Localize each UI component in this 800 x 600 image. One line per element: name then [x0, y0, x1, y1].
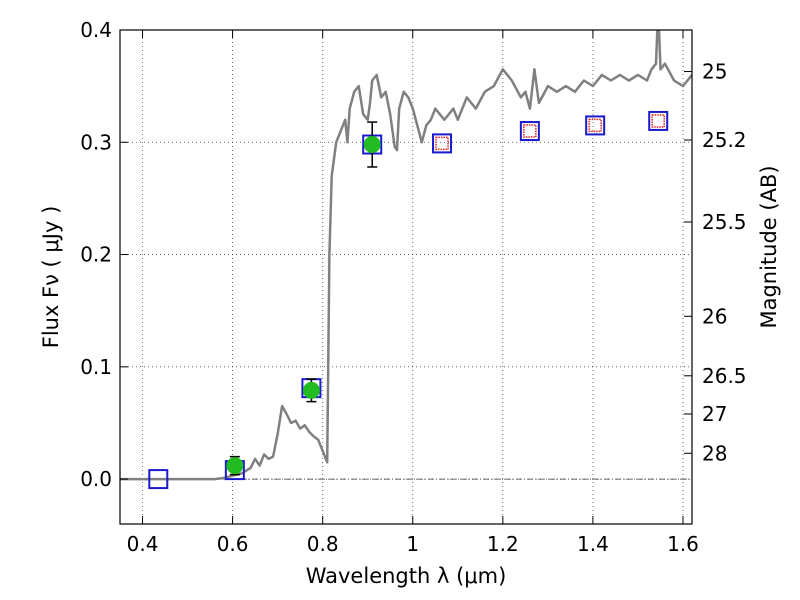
y2-tick-label: 26.5 — [702, 364, 747, 388]
x-tick-label: 1.6 — [667, 532, 699, 556]
upper-limit-box — [651, 114, 665, 128]
y-tick-label: 0.0 — [80, 467, 112, 491]
upper-limit-box — [588, 118, 602, 133]
model-photometry-box — [148, 469, 169, 490]
x-axis-ticks: 0.4 0.6 0.8 1 1.2 1.4 1.6 — [127, 30, 699, 556]
y2-tick-label: 25 — [702, 60, 727, 84]
y-tick-label: 0.1 — [80, 355, 112, 379]
plot-background — [120, 30, 692, 524]
y2-tick-label: 27 — [702, 402, 727, 426]
y-axis-label: Flux Fν ( μJy ) — [39, 206, 63, 349]
x-tick-label: 1.4 — [577, 532, 609, 556]
y-tick-label: 0.3 — [80, 130, 112, 154]
y-axis-ticks: 0.0 0.1 0.2 0.3 0.4 — [80, 18, 128, 491]
model-photometry-box — [519, 121, 540, 142]
upper-limit-box — [435, 136, 449, 151]
x-tick-label: 0.6 — [217, 532, 249, 556]
plot-clipped-group — [120, 30, 692, 490]
y2-tick-label: 25.5 — [702, 210, 747, 234]
observed-flux-point — [302, 381, 320, 399]
x-tick-label: 0.8 — [307, 532, 339, 556]
y-tick-label: 0.4 — [80, 18, 112, 42]
x-axis-label: Wavelength λ (μm) — [306, 564, 507, 588]
x-tick-label: 1 — [406, 532, 419, 556]
upper-limit-box — [523, 124, 537, 138]
y-tick-label: 0.2 — [80, 243, 112, 267]
y2-tick-label: 25.2 — [702, 128, 747, 152]
x-tick-label: 0.4 — [127, 532, 159, 556]
plot-area — [120, 30, 692, 524]
model-photometry-box — [432, 133, 453, 154]
model-photometry-box — [585, 115, 606, 136]
x-tick-label: 1.2 — [487, 532, 519, 556]
y2-axis-ticks: 25 25.2 25.5 26 26.5 27 28 — [684, 60, 747, 465]
model-spectrum-line — [120, 30, 692, 481]
y2-tick-label: 26 — [702, 304, 727, 328]
observed-flux-point — [363, 136, 381, 154]
observed-flux-point — [226, 457, 244, 475]
y2-axis-label: Magnitude (AB) — [757, 165, 781, 328]
y2-tick-label: 28 — [702, 441, 727, 465]
model-photometry-box — [648, 110, 669, 131]
plot-frame — [119, 29, 693, 525]
axes-frame — [119, 29, 693, 525]
plot-content — [120, 30, 692, 490]
